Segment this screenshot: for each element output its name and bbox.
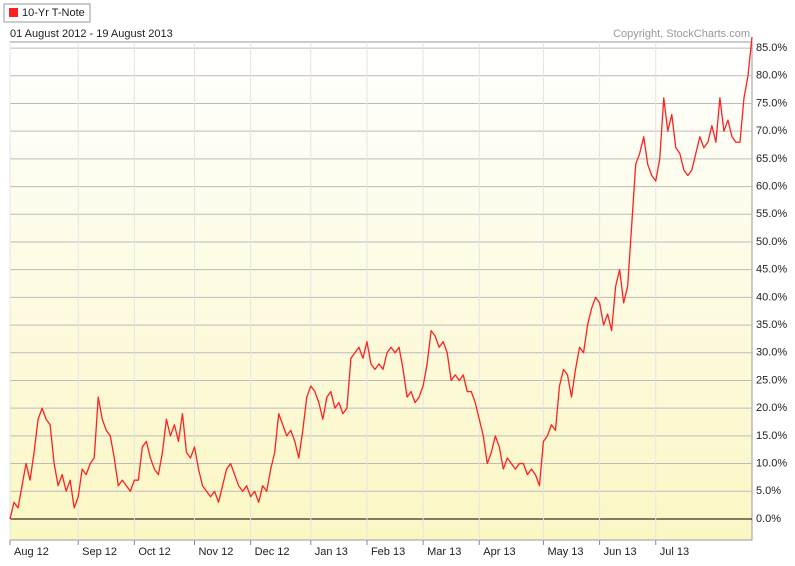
x-tick-label: May 13 bbox=[547, 546, 583, 558]
y-tick-label: 10.0% bbox=[756, 457, 787, 469]
x-tick-label: Jul 13 bbox=[660, 546, 689, 558]
y-tick-label: 50.0% bbox=[756, 236, 787, 248]
legend-box bbox=[3, 3, 91, 23]
subtitle: 01 August 2012 - 19 August 2013 bbox=[10, 28, 173, 40]
legend-swatch bbox=[9, 8, 18, 17]
x-tick-label: Jan 13 bbox=[315, 546, 348, 558]
plot-area bbox=[9, 41, 753, 541]
y-tick-label: 60.0% bbox=[756, 180, 787, 192]
y-tick-label: 5.0% bbox=[756, 485, 781, 497]
y-tick-label: 85.0% bbox=[756, 42, 787, 54]
legend-label: 10-Yr T-Note bbox=[22, 7, 85, 19]
y-tick-label: 55.0% bbox=[756, 208, 787, 220]
y-tick-label: 25.0% bbox=[756, 374, 787, 386]
copyright: Copyright, StockCharts.com bbox=[613, 28, 750, 40]
x-tick-label: Feb 13 bbox=[371, 546, 405, 558]
y-tick-label: 30.0% bbox=[756, 347, 787, 359]
y-tick-label: 70.0% bbox=[756, 125, 787, 137]
x-tick-label: Oct 12 bbox=[138, 546, 170, 558]
x-tick-label: Aug 12 bbox=[14, 546, 49, 558]
x-tick-label: Jun 13 bbox=[604, 546, 637, 558]
y-tick-label: 35.0% bbox=[756, 319, 787, 331]
x-tick-label: Apr 13 bbox=[483, 546, 515, 558]
y-tick-label: 65.0% bbox=[756, 153, 787, 165]
x-tick-label: Sep 12 bbox=[82, 546, 117, 558]
y-tick-label: 45.0% bbox=[756, 264, 787, 276]
x-tick-label: Mar 13 bbox=[427, 546, 461, 558]
x-tick-label: Nov 12 bbox=[198, 546, 233, 558]
y-tick-label: 75.0% bbox=[756, 97, 787, 109]
data-line bbox=[9, 36, 753, 520]
y-tick-label: 0.0% bbox=[756, 513, 781, 525]
y-tick-label: 15.0% bbox=[756, 430, 787, 442]
y-tick-label: 40.0% bbox=[756, 291, 787, 303]
y-tick-label: 80.0% bbox=[756, 70, 787, 82]
y-tick-label: 20.0% bbox=[756, 402, 787, 414]
x-tick-label: Dec 12 bbox=[255, 546, 290, 558]
